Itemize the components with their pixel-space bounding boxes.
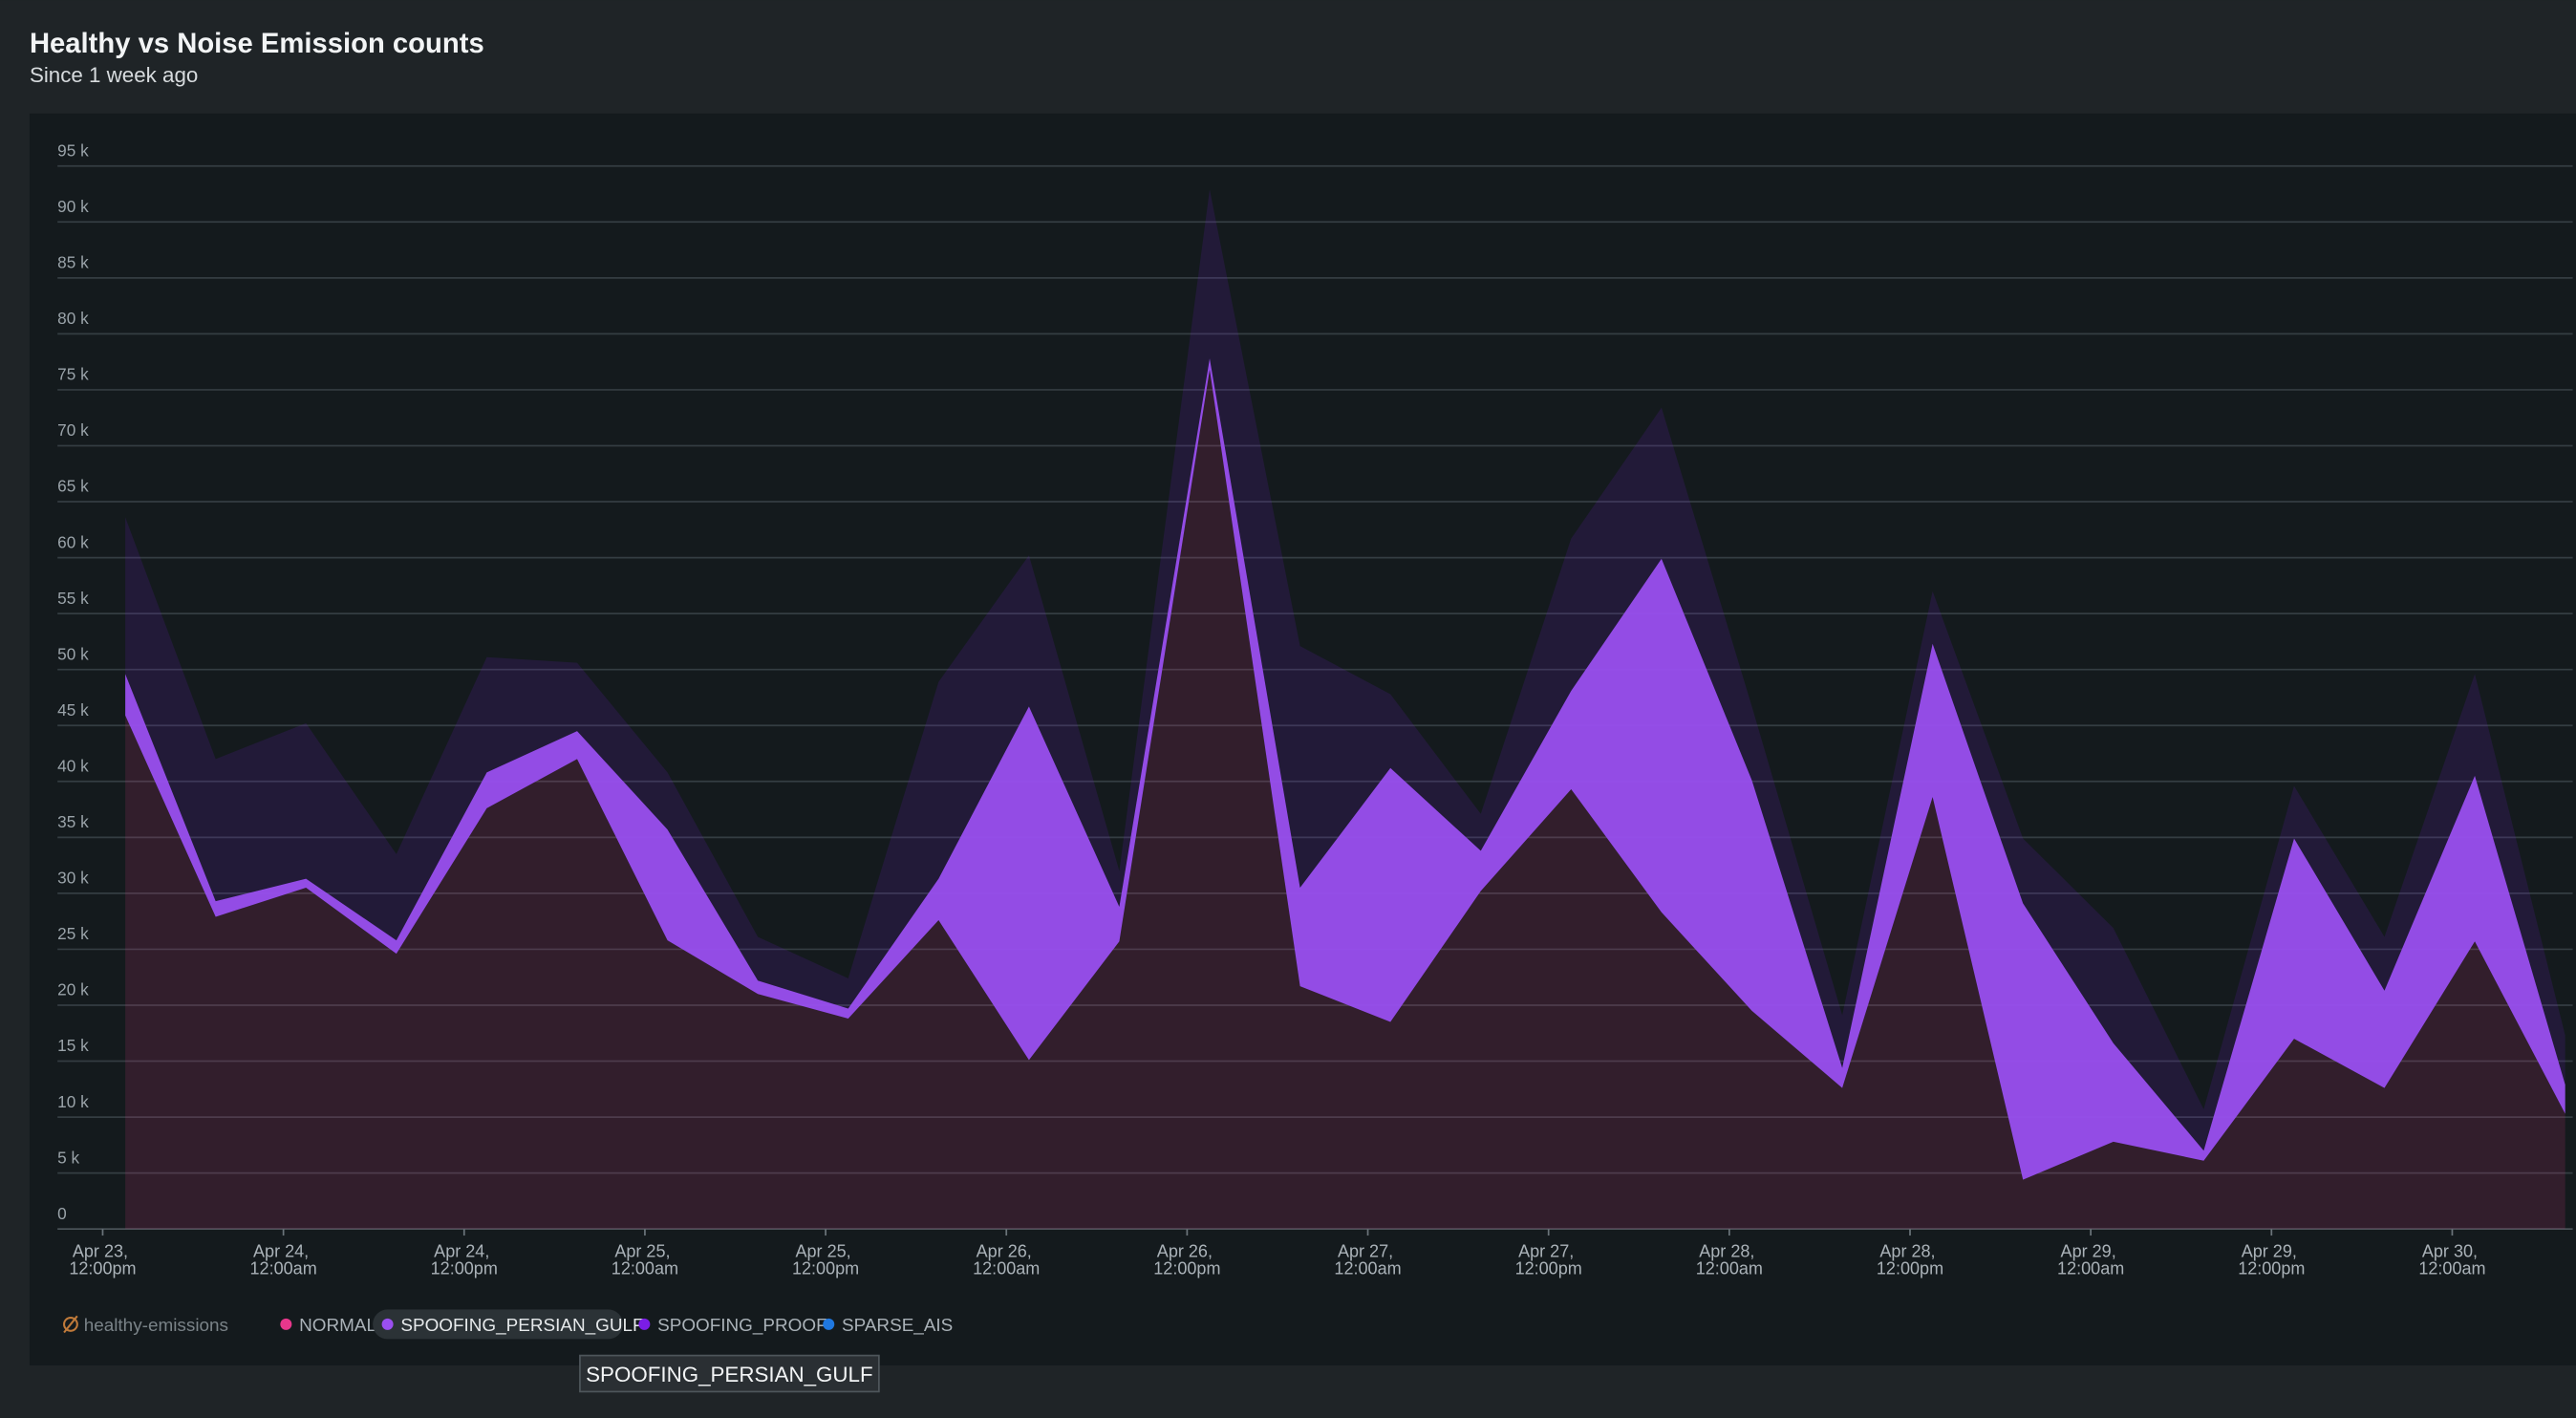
legend-dot: [280, 1318, 292, 1330]
chart-subtitle: Since 1 week ago: [30, 63, 198, 87]
legend-dot: [823, 1318, 835, 1330]
y-tick-label: 45 k: [57, 700, 89, 720]
x-tick-label: Apr 30, 12:00am: [2418, 1241, 2485, 1278]
y-tick-label: 20 k: [57, 980, 89, 999]
y-tick-label: 70 k: [57, 420, 89, 440]
x-tick-label: Apr 28, 12:00pm: [1877, 1241, 1943, 1278]
legend-disabled-slash: [63, 1315, 78, 1334]
x-tick-label: Apr 24, 12:00pm: [431, 1241, 498, 1278]
tooltip-box: [579, 1354, 880, 1393]
chart-title: Healthy vs Noise Emission counts: [30, 29, 484, 59]
legend-label[interactable]: SPOOFING_PERSIAN_GULF: [400, 1316, 643, 1336]
y-tick-label: 75 k: [57, 365, 89, 384]
legend-dot: [381, 1318, 394, 1330]
tooltip-text: SPOOFING_PERSIAN_GULF: [586, 1363, 872, 1386]
area-normal: [125, 369, 2565, 1230]
x-tick-label: Apr 26, 12:00pm: [1153, 1241, 1220, 1278]
area-spoofing-persian-gulf: [125, 358, 2565, 1180]
x-tick-label: Apr 25, 12:00am: [612, 1241, 678, 1278]
y-tick-label: 95 k: [57, 140, 89, 160]
y-tick-label: 35 k: [57, 812, 89, 831]
y-tick-label: 90 k: [57, 197, 89, 216]
y-tick-label: 80 k: [57, 309, 89, 328]
x-tick-label: Apr 27, 12:00pm: [1515, 1241, 1582, 1278]
y-tick-label: 55 k: [57, 589, 89, 608]
legend-label[interactable]: SPOOFING_PROOF: [657, 1316, 827, 1336]
y-tick-label: 50 k: [57, 644, 89, 663]
legend-label[interactable]: NORMAL: [299, 1316, 376, 1336]
y-tick-label: 60 k: [57, 532, 89, 551]
y-tick-label: 10 k: [57, 1092, 89, 1111]
legend: healthy-emissions NORMAL SPOOFING_PERSIAN_…: [63, 1309, 953, 1393]
y-tick-label: 85 k: [57, 253, 89, 272]
x-tick-label: Apr 29, 12:00am: [2057, 1241, 2124, 1278]
chart-panel: [29, 113, 2576, 1365]
y-tick-label: 0: [57, 1204, 67, 1223]
x-tick-label: Apr 25, 12:00pm: [792, 1241, 859, 1278]
x-tick-label: Apr 26, 12:00am: [973, 1241, 1040, 1278]
x-tick-label: Apr 29, 12:00pm: [2238, 1241, 2305, 1278]
y-tick-label: 5 k: [57, 1148, 79, 1167]
y-tick-label: 25 k: [57, 924, 89, 943]
x-tick-label: Apr 27, 12:00am: [1334, 1241, 1401, 1278]
x-tick-label: Apr 24, 12:00am: [250, 1241, 317, 1278]
plot-area: 0 5 k 10 k 15 k 20 k 25 k 30 k 35 k 40 k 45 k 50 k…: [57, 140, 2573, 1278]
legend-label[interactable]: healthy-emissions: [84, 1316, 228, 1336]
x-tick-label: Apr 28, 12:00am: [1696, 1241, 1763, 1278]
x-tick-label: Apr 23, 12:00pm: [69, 1241, 136, 1278]
y-tick-label: 15 k: [57, 1036, 89, 1055]
y-tick-label: 30 k: [57, 869, 89, 888]
legend-dot: [638, 1318, 651, 1330]
legend-label[interactable]: SPARSE_AIS: [842, 1316, 953, 1336]
legend-disabled-icon: [63, 1317, 78, 1332]
y-tick-label: 40 k: [57, 756, 89, 775]
legend-highlight: [373, 1309, 623, 1340]
y-tick-label: 65 k: [57, 477, 89, 496]
